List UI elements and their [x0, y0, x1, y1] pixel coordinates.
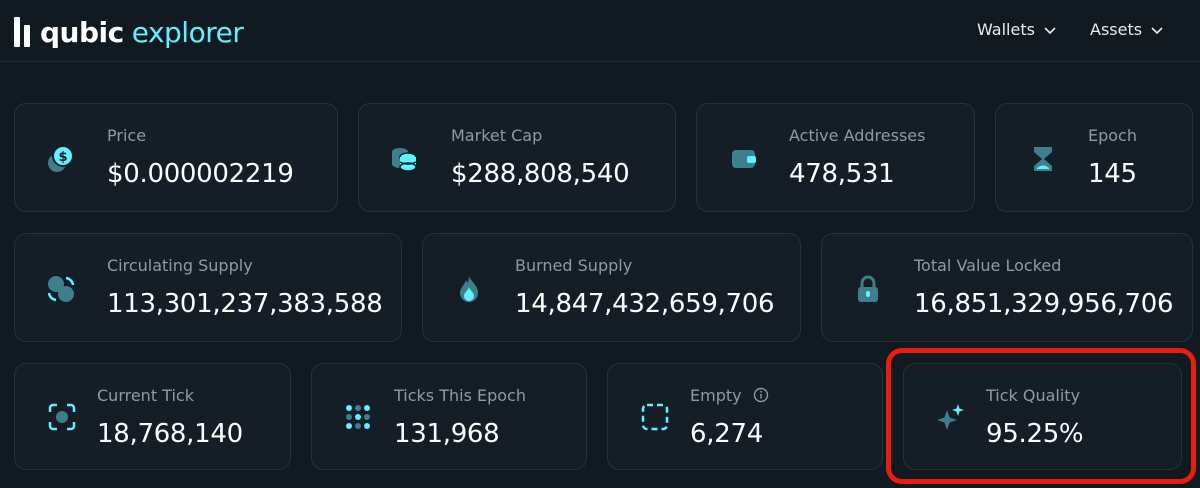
wallets-menu[interactable]: Wallets	[977, 20, 1057, 39]
price-label: Price	[107, 126, 147, 145]
tick-quality-value: 95.25%	[986, 419, 1084, 449]
focus-target-icon	[48, 403, 76, 431]
total-value-locked-card: Total Value Locked 16,851,329,956,706	[821, 233, 1193, 342]
market-cap-label: Market Cap	[451, 126, 543, 145]
active-addresses-label: Active Addresses	[789, 126, 926, 145]
sparkles-icon	[937, 404, 964, 430]
epoch-value: 145	[1088, 159, 1137, 189]
qubic-logo[interactable]: qubic explorer	[14, 15, 244, 49]
tick-quality-card: Tick Quality 95.25%	[903, 363, 1182, 470]
price-card: $ Price $0.000002219	[14, 103, 338, 212]
assets-menu-label: Assets	[1090, 20, 1143, 39]
market-cap-value: $288,808,540	[451, 159, 630, 189]
logo-word-qubic: qubic	[40, 15, 124, 49]
current-tick-label: Current Tick	[97, 386, 194, 405]
chevron-down-icon	[1151, 26, 1163, 34]
burned-supply-card: Burned Supply 14,847,432,659,706	[422, 233, 801, 342]
total-value-locked-label: Total Value Locked	[914, 256, 1062, 275]
lock-icon	[858, 275, 878, 302]
empty-ticks-value: 6,274	[690, 419, 763, 449]
ticks-this-epoch-label: Ticks This Epoch	[394, 386, 526, 405]
epoch-card: Epoch 145	[995, 103, 1193, 212]
market-cap-card: Market Cap $288,808,540	[358, 103, 676, 212]
epoch-label: Epoch	[1088, 126, 1137, 145]
chevron-down-icon	[1044, 26, 1056, 34]
hourglass-icon	[1034, 147, 1052, 171]
dashed-square-icon	[641, 403, 669, 431]
wallet-icon	[732, 150, 756, 168]
assets-menu[interactable]: Assets	[1090, 20, 1164, 39]
coin-stack-icon	[392, 148, 417, 172]
svg-text:$: $	[58, 150, 67, 165]
burned-supply-value: 14,847,432,659,706	[515, 289, 775, 319]
empty-ticks-label: Empty	[690, 386, 769, 405]
price-value: $0.000002219	[107, 159, 294, 189]
burned-supply-label: Burned Supply	[515, 256, 633, 275]
coins-dollar-icon: $	[48, 145, 74, 172]
circulating-coins-icon	[47, 276, 75, 302]
circulating-supply-value: 113,301,237,383,588	[107, 289, 383, 319]
circulating-supply-label: Circulating Supply	[107, 256, 253, 275]
top-header: qubic explorer Wallets Assets	[0, 0, 1200, 62]
empty-ticks-label-text: Empty	[690, 386, 742, 405]
flame-icon	[460, 276, 478, 302]
current-tick-value: 18,768,140	[97, 419, 243, 449]
empty-ticks-card: Empty 6,274	[607, 363, 883, 470]
info-icon[interactable]	[753, 387, 769, 403]
total-value-locked-value: 16,851,329,956,706	[914, 289, 1174, 319]
logo-word-explorer: explorer	[131, 15, 244, 49]
current-tick-card: Current Tick 18,768,140	[14, 363, 291, 470]
active-addresses-value: 478,531	[789, 159, 895, 189]
active-addresses-card: Active Addresses 478,531	[696, 103, 975, 212]
logo-mark-icon	[14, 17, 30, 47]
logo-text: qubic explorer	[40, 15, 244, 49]
tick-quality-label: Tick Quality	[986, 386, 1081, 405]
wallets-menu-label: Wallets	[977, 20, 1035, 39]
circulating-supply-card: Circulating Supply 113,301,237,383,588	[14, 233, 402, 342]
dot-grid-icon	[346, 405, 370, 429]
ticks-this-epoch-value: 131,968	[394, 419, 500, 449]
ticks-this-epoch-card: Ticks This Epoch 131,968	[311, 363, 587, 470]
